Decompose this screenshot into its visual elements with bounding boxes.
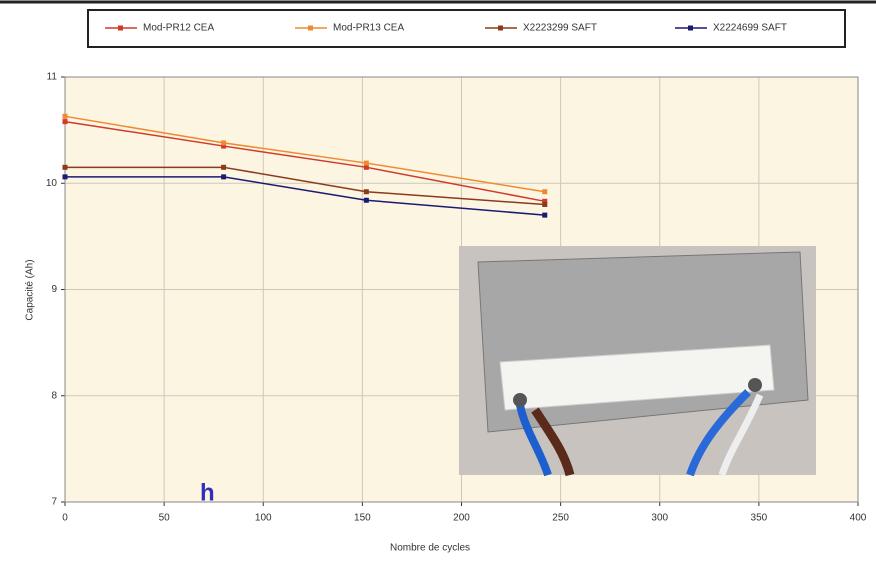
point [62,119,68,125]
x-tick-label: 150 [354,513,371,524]
point [363,160,369,166]
fragment-text: h [200,479,215,506]
point [363,189,369,195]
legend-label: X2224699 SAFT [713,23,787,34]
point [363,164,369,170]
point [542,189,548,195]
point [363,197,369,203]
wire [516,404,552,477]
y-tick-label: 10 [46,178,58,189]
point [542,212,548,218]
legend-box [87,9,846,48]
legend-marker [118,25,123,31]
y-axis-label: Capacité (Ah) [25,259,36,320]
wire [531,407,575,477]
legend-label: Mod-PR13 CEA [333,23,404,34]
x-tick-label: 300 [651,513,668,524]
point [62,164,68,170]
legend-label: Mod-PR12 CEA [143,23,214,34]
point [542,198,548,204]
point [62,113,68,119]
legend-marker [498,25,503,31]
series-line [65,166,545,206]
y-tick-label: 7 [51,497,57,508]
x-tick-label: 0 [62,513,68,524]
wire [718,393,764,477]
x-tick-label: 400 [850,513,867,524]
legend-marker [688,25,693,31]
point [221,164,227,170]
x-tick-label: 50 [159,513,171,524]
series-line [65,176,545,216]
x-axis-label: Nombre de cycles [390,543,470,554]
x-tick-label: 250 [552,513,569,524]
series-line [64,120,545,203]
point [542,202,548,207]
y-tick-label: 9 [51,284,57,295]
wire [686,389,751,477]
series-layer [62,113,548,218]
plot-frame [64,76,859,503]
photo-inset [459,246,816,477]
x-tick-label: 100 [255,513,272,524]
y-tick-label: 11 [47,72,58,83]
legend-marker [308,25,313,31]
series-line [64,115,545,193]
terminal [748,378,762,392]
y-tick-label: 8 [51,390,57,401]
x-tick-label: 350 [751,513,768,524]
terminal [513,393,527,407]
point [221,143,227,149]
point [62,174,68,180]
plate-label [499,344,775,411]
point [221,174,227,180]
x-tick-label: 200 [453,513,470,524]
point [221,140,227,146]
legend-label: X2223299 SAFT [523,23,597,34]
